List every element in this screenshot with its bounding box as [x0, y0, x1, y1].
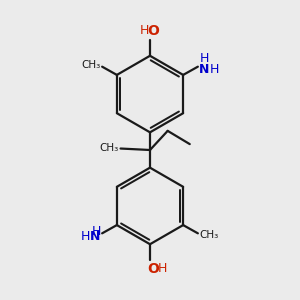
- Text: CH₃: CH₃: [199, 230, 219, 239]
- Text: H: H: [140, 24, 149, 37]
- Text: N: N: [90, 230, 101, 243]
- Text: H: H: [199, 52, 209, 64]
- Text: CH₃: CH₃: [100, 143, 119, 153]
- Text: O: O: [148, 23, 160, 38]
- Text: H: H: [158, 262, 167, 275]
- Text: H: H: [210, 63, 219, 76]
- Text: N: N: [199, 62, 209, 76]
- Text: CH₃: CH₃: [81, 61, 101, 70]
- Text: H: H: [80, 230, 90, 243]
- Text: H: H: [91, 225, 101, 238]
- Text: O: O: [148, 262, 160, 277]
